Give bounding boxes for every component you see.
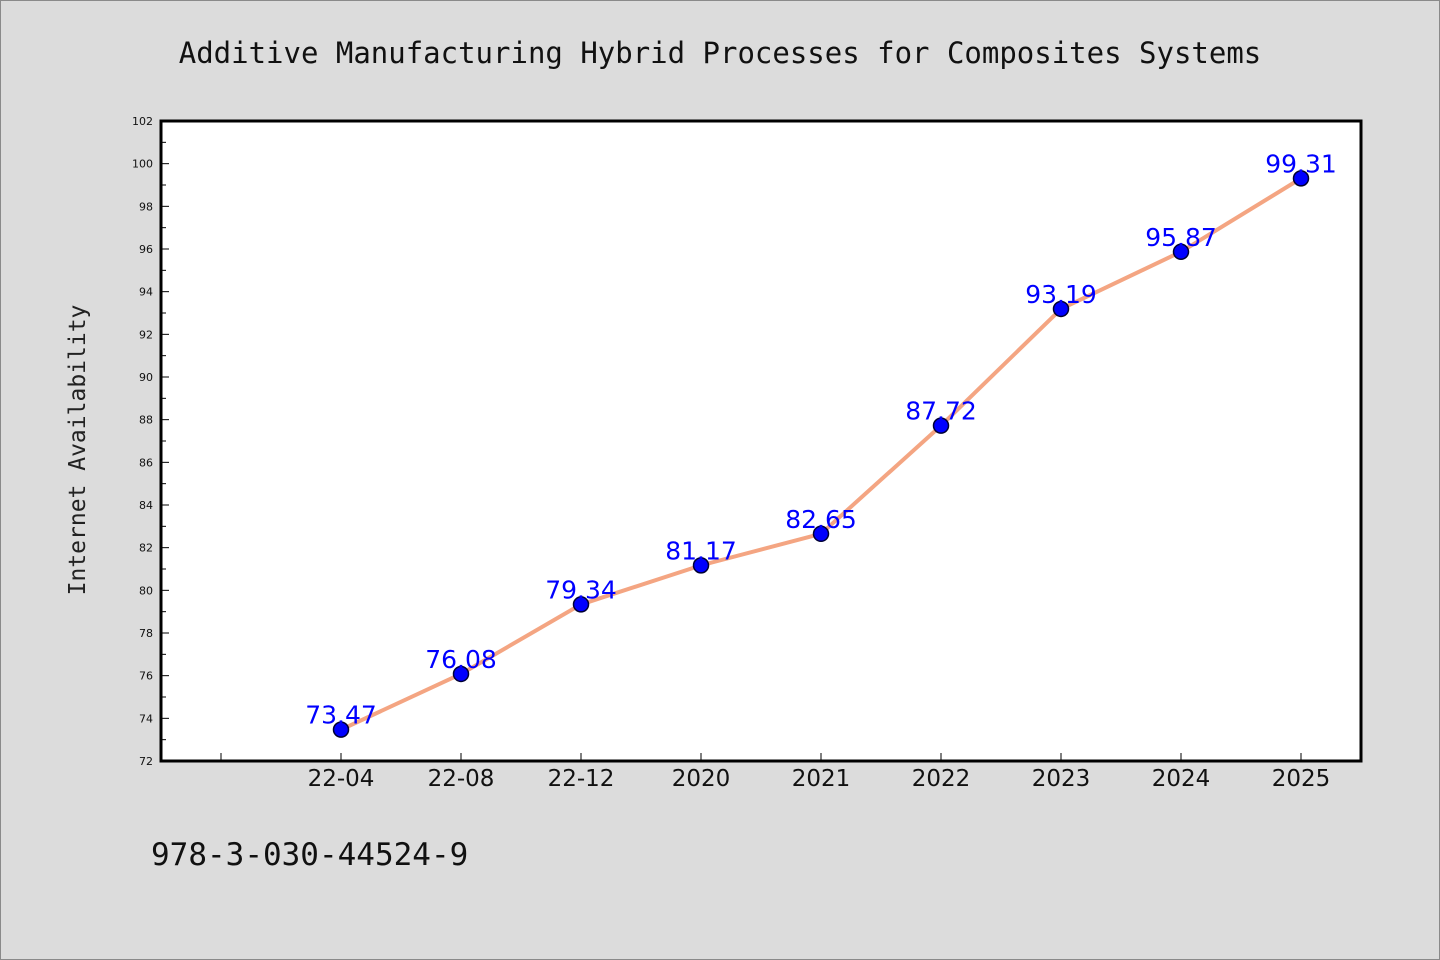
y-tick-label: 72 [139,755,153,768]
data-label: 87.72 [905,397,977,426]
data-label: 81.17 [665,536,737,565]
data-point [1052,300,1070,318]
footnote-isbn: 978-3-030-44524-9 [151,837,468,873]
y-tick-label: 102 [132,115,153,128]
y-tick-label: 90 [139,371,153,384]
data-label: 79.34 [545,575,617,604]
y-axis-label: Internet Availability [65,305,91,596]
data-point [1172,243,1190,261]
data-point [1292,170,1310,187]
data-label: 93.19 [1025,280,1097,309]
y-tick-label: 86 [139,456,153,469]
y-tick-label: 84 [139,499,153,512]
x-tick-label: 22-12 [548,766,615,792]
x-tick-label: 2024 [1152,766,1211,792]
axis-ticks [161,141,1302,761]
chart-title: Additive Manufacturing Hybrid Processes … [179,36,1262,70]
x-tick-label: 2022 [912,766,971,792]
x-tick-label: 2020 [672,766,731,792]
y-tick-label: 78 [139,627,153,640]
y-tick-label: 76 [139,670,153,683]
plot-area [159,119,1363,763]
y-tick-label: 92 [139,328,153,341]
x-tick-label: 2025 [1272,766,1331,792]
data-points [332,170,1310,738]
data-label: 82.65 [785,505,857,534]
y-tick-label: 82 [139,542,153,555]
y-tick-label: 98 [139,200,153,213]
data-point [452,665,470,683]
y-tick-label: 88 [139,414,153,427]
data-label: 99.31 [1265,149,1337,178]
data-point [932,417,950,434]
data-label: 76.08 [425,645,497,674]
data-label: 73.47 [305,701,377,730]
y-tick-label: 80 [139,584,153,597]
y-tick-label: 100 [132,158,153,171]
y-tick-label: 74 [139,712,153,725]
x-tick-labels: 22-04 22-08 22-12 2020 2021 2022 2023 2024 2025 [308,766,1331,792]
x-tick-label: 2021 [792,766,851,792]
data-point [692,557,710,574]
data-point [812,525,830,543]
x-tick-label: 22-04 [308,766,375,792]
data-labels: 73.47 76.08 79.34 81.17 82.65 87.72 93.19 95.87… [305,149,1337,729]
data-label: 95.87 [1145,223,1217,252]
y-tick-label: 96 [139,243,153,256]
y-tick-labels: 72 74 76 78 80 82 84 86 88 90 92 94 96 98 100 102 [132,115,153,768]
data-point [572,596,590,613]
data-point [332,721,350,738]
y-tick-label: 94 [139,286,153,299]
x-tick-label: 22-08 [428,766,495,792]
x-tick-label: 2023 [1032,766,1091,792]
